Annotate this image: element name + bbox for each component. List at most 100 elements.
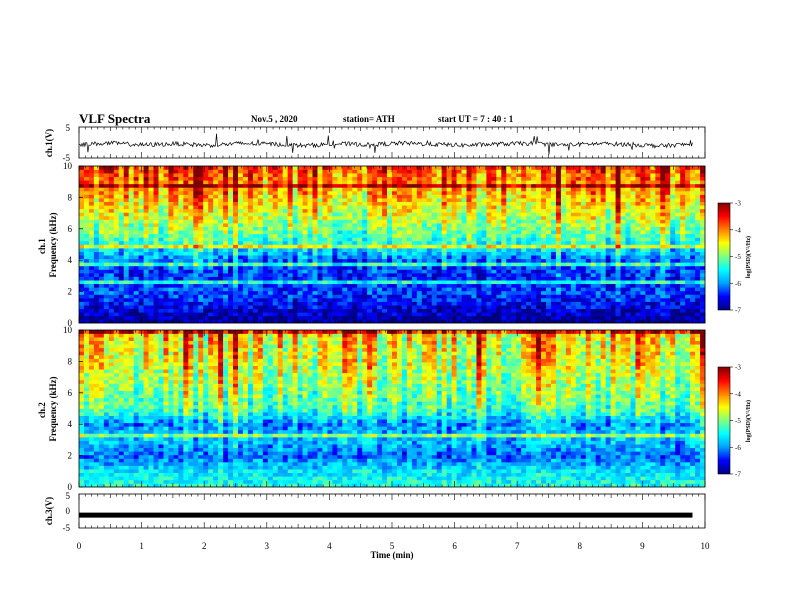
ch1-spectrogram-cell [372, 283, 378, 288]
ch1-spectrogram-cell [302, 280, 308, 285]
ch1-spectrogram-cell [516, 212, 522, 217]
ch1-spectrogram-cell [118, 208, 125, 213]
ch1-spectrogram-cell [655, 262, 661, 267]
ch1-spectrogram-cell [546, 223, 552, 227]
ch1-spectrogram-cell [630, 190, 636, 195]
ch1-spectrogram-cell [93, 240, 100, 245]
ch1-spectrogram-cell [173, 230, 179, 235]
ch1-spectrogram-cell [372, 265, 378, 270]
ch1-spectrogram-cell [163, 244, 169, 249]
ch1-spectrogram-cell [406, 287, 413, 292]
ch1-spectrogram-cell [700, 226, 706, 231]
ch1-spectrogram-cell [79, 308, 85, 313]
ch1-spectrogram-cell [123, 248, 129, 252]
ch1-spectrogram-cell [352, 269, 358, 274]
ch1-spectrogram-cell [575, 269, 582, 274]
ch1-spectrogram-cell [242, 240, 249, 245]
ch1-spectrogram-cell [282, 223, 288, 227]
ch1-spectrogram-cell [690, 223, 696, 227]
ch1-spectrogram-cell [466, 233, 472, 238]
ch1-spectrogram-cell [262, 183, 269, 188]
ch1-spectrogram-cell [322, 187, 328, 192]
ch1-spectrogram-cell [575, 280, 582, 285]
ch1-spectrogram-cell [178, 215, 184, 220]
ch1-spectrogram-cell [585, 248, 592, 252]
ch1-spectrogram-cell [327, 212, 333, 217]
ch1-spectrogram-cell [426, 315, 433, 320]
ch1-spectrogram-cell [700, 280, 706, 285]
ch1-spectrogram-cell [287, 237, 293, 242]
ch1-spectrogram-cell [178, 290, 184, 295]
ch1-spectrogram-cell [471, 194, 477, 199]
ch1-spectrogram-cell [277, 237, 283, 242]
ch1-spectrogram-cell [531, 298, 537, 302]
ch1-spectrogram-cell [292, 312, 298, 317]
ch1-spectrogram-cell [565, 226, 572, 231]
ch1-spectrogram-cell [287, 290, 293, 295]
ch1-spectrogram-cell [565, 251, 572, 256]
ch1-spectrogram-cell [531, 315, 537, 320]
ch1-spectrogram-cell [555, 287, 562, 292]
ch1-spectrogram-cell [282, 219, 288, 224]
ch1-spectrogram-cell [605, 298, 611, 302]
ch1-spectrogram-cell [88, 205, 95, 210]
ch1-spectrogram-cell [173, 205, 179, 210]
ch1-spectrogram-cell [337, 255, 343, 260]
ch1-spectrogram-cell [446, 240, 452, 245]
ch1-spectrogram-cell [471, 287, 477, 292]
ch1-spectrogram-cell [103, 265, 110, 270]
ch1-spectrogram-cell [322, 219, 328, 224]
ch1-spectrogram-cell [585, 273, 592, 277]
ch1-spectrogram-cell [431, 298, 438, 302]
ch1-spectrogram-cell [237, 180, 244, 185]
ch1-spectrogram-cell [337, 290, 343, 295]
ch1-spectrogram-cell [277, 230, 283, 235]
ch1-spectrogram-cell [347, 287, 353, 292]
ch1-spectrogram-cell [406, 290, 413, 295]
ch1-spectrogram-cell [143, 180, 149, 185]
ch1-spectrogram-cell [516, 205, 522, 210]
ch1-spectrogram-cell [198, 219, 204, 224]
ch1-spectrogram-cell [421, 308, 428, 313]
ch1-spectrogram-cell [347, 230, 353, 235]
ch1-spectrogram-cell [103, 248, 110, 252]
ch1-spectrogram-cell [635, 237, 641, 242]
ch1-spectrogram-cell [163, 190, 169, 195]
ch1-spectrogram-cell [158, 237, 164, 242]
ch1-spectrogram-cell [347, 262, 353, 267]
ch1-spectrogram-cell [575, 187, 582, 192]
ch1-spectrogram-cell [446, 276, 452, 281]
ch1-spectrogram-cell [93, 237, 100, 242]
ch1-spectrogram-cell [436, 305, 442, 310]
ch1-spectrogram-cell [267, 230, 274, 235]
ch1-spectrogram-cell [178, 230, 184, 235]
ch1-spectrogram-cell [541, 230, 547, 235]
ch1-spectrogram-cell [392, 265, 398, 270]
ch1-spectrogram-cell [501, 187, 507, 192]
ch1-spectrogram-cell [580, 280, 587, 285]
ch1-spectrogram-cell [550, 212, 557, 217]
ch1-spectrogram-cell [461, 301, 467, 306]
ch1-spectrogram-cell [302, 319, 308, 324]
ch1-spectrogram-cell [670, 190, 676, 195]
ch1-spectrogram-cell [516, 237, 522, 242]
ch1-spectrogram-cell [655, 298, 661, 302]
ch1-spectrogram-cell [630, 198, 636, 202]
ch1-spectrogram-cell [148, 215, 154, 220]
ch1-spectrogram-cell [620, 208, 626, 213]
ch1-spectrogram-cell [550, 215, 557, 220]
ch1-spectrogram-cell [247, 194, 254, 199]
ch1-spectrogram-cell [655, 301, 661, 306]
ch1-spectrogram-cell [158, 212, 164, 217]
ch1-spectrogram-cell [585, 190, 592, 195]
ch1-spectrogram-cell [148, 287, 154, 292]
ch1-spectrogram-cell [396, 201, 403, 206]
ch1-spectrogram-cell [377, 251, 383, 256]
ch1-spectrogram-cell [655, 255, 661, 260]
ch1-spectrogram-cell [560, 183, 567, 188]
ch1-spectrogram-cell [392, 233, 398, 238]
ch1-spectrogram-cell [188, 212, 194, 217]
ch1-spectrogram-cell [168, 287, 174, 292]
ch1-spectrogram-cell [506, 301, 512, 306]
ch1-spectrogram-cell [456, 273, 462, 277]
